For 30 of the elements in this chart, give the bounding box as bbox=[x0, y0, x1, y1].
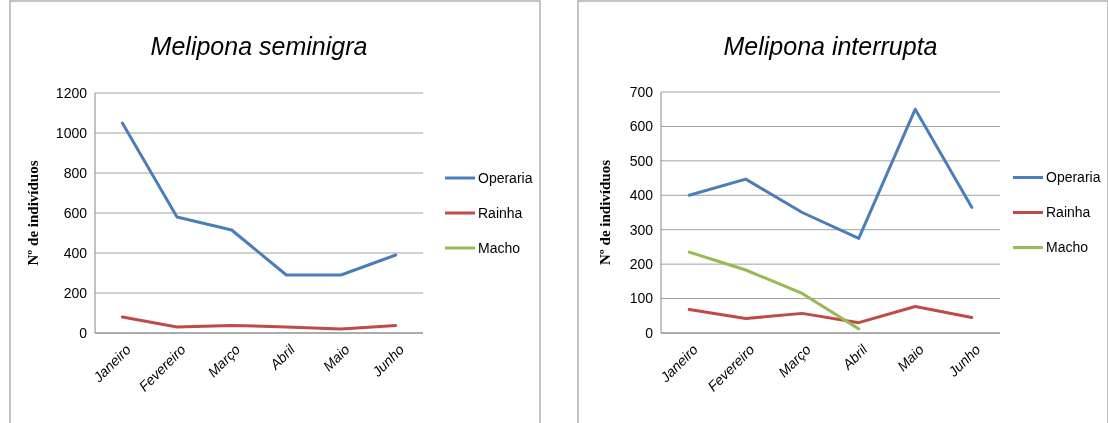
legend-label: Macho bbox=[478, 239, 521, 256]
y-tick-label: 800 bbox=[63, 164, 88, 181]
y-tick-label: 0 bbox=[79, 324, 88, 341]
y-tick-label: 300 bbox=[629, 221, 654, 238]
y-tick-label: 100 bbox=[629, 290, 654, 307]
y-tick-label: 500 bbox=[629, 152, 654, 169]
chart-title: Melipona interrupta bbox=[723, 32, 938, 60]
legend-label: Rainha bbox=[1046, 204, 1091, 221]
chart-title: Melipona seminigra bbox=[150, 32, 368, 60]
y-tick-label: 600 bbox=[629, 118, 654, 135]
y-axis-title: Nº de indivíduos bbox=[25, 160, 41, 266]
line-series bbox=[120, 315, 398, 331]
legend-label: Macho bbox=[1046, 239, 1089, 256]
y-tick-label: 200 bbox=[63, 284, 88, 301]
line-series bbox=[687, 107, 974, 240]
y-tick-label: 600 bbox=[63, 204, 88, 221]
y-tick-label: 1200 bbox=[55, 84, 88, 101]
y-tick-label: 700 bbox=[629, 83, 654, 100]
y-tick-label: 1000 bbox=[55, 124, 88, 141]
line-series bbox=[120, 121, 398, 277]
legend-label: Operaria bbox=[478, 169, 533, 186]
y-axis-title: Nº de indivíduos bbox=[597, 159, 613, 265]
legend-label: Operaria bbox=[1046, 169, 1101, 186]
line-series bbox=[687, 250, 861, 331]
legend-label: Rainha bbox=[478, 204, 523, 221]
y-tick-label: 0 bbox=[645, 324, 654, 341]
line-series bbox=[687, 304, 974, 325]
y-tick-label: 400 bbox=[63, 244, 88, 261]
y-tick-label: 400 bbox=[629, 187, 654, 204]
y-tick-label: 200 bbox=[629, 256, 654, 273]
